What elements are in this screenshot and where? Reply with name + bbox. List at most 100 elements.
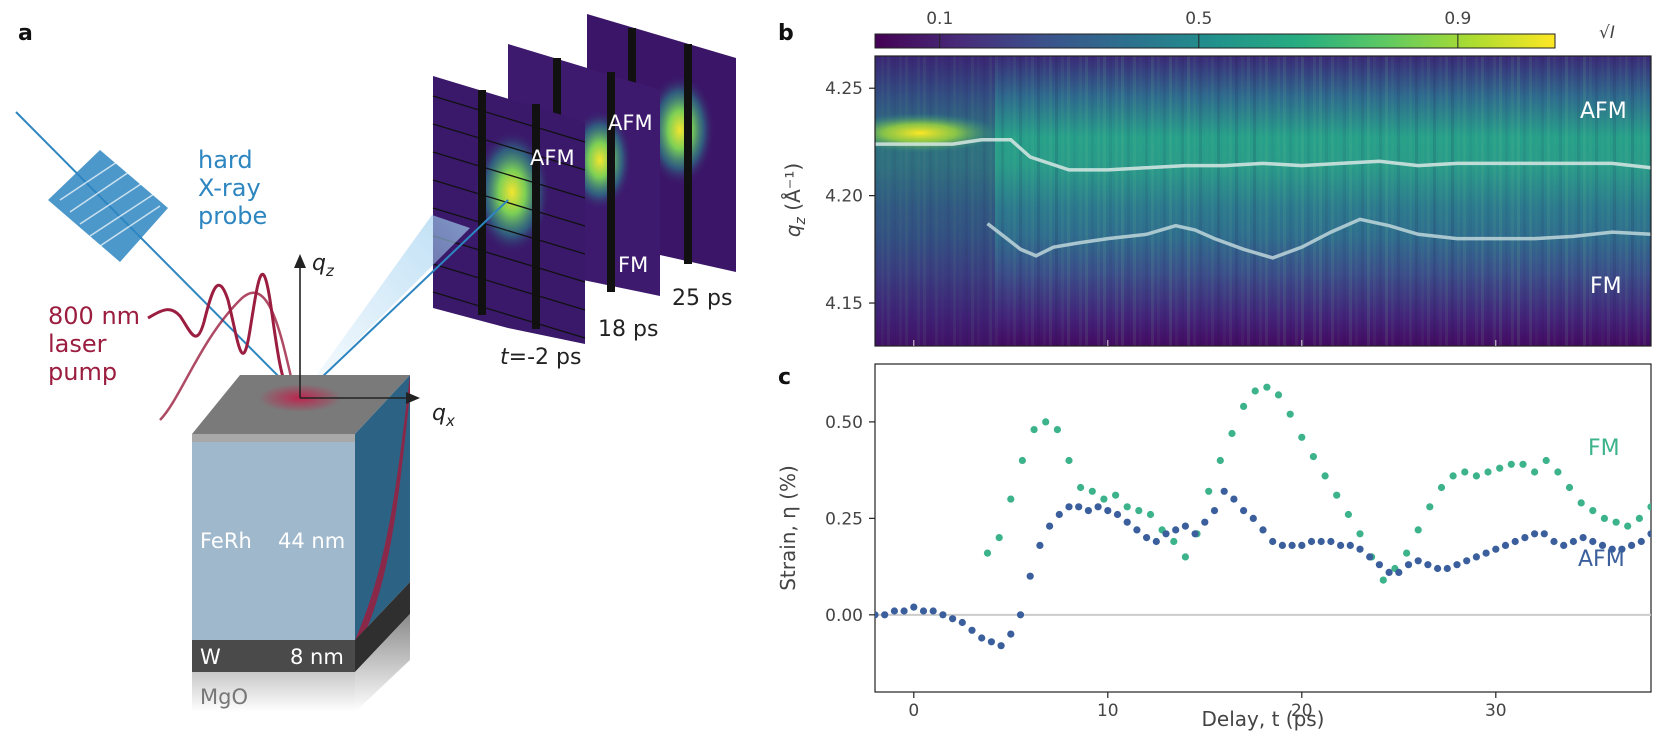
- strain-point-afm: [1472, 553, 1480, 561]
- strain-point-afm: [1569, 537, 1577, 546]
- strain-point-afm: [1104, 507, 1112, 515]
- heatmap-streak: [1397, 56, 1400, 346]
- axis-qz-label: qz: [312, 251, 335, 280]
- strain-point-afm: [1055, 510, 1063, 519]
- strain-point-afm: [1453, 561, 1461, 569]
- heatmap-streak: [1403, 56, 1406, 346]
- ferh-layer-side: [355, 375, 410, 640]
- heatmap-streak: [941, 56, 944, 346]
- heatmap-streak: [1205, 56, 1208, 346]
- strain-point-afm: [1269, 537, 1277, 546]
- strain-point-afm: [1016, 611, 1025, 619]
- heatmap-streak: [1055, 56, 1058, 346]
- heatmap-streak: [1037, 56, 1040, 346]
- heatmap-streak: [1073, 56, 1076, 346]
- strain-point-fm: [1437, 483, 1446, 492]
- strain-point-afm: [1531, 530, 1539, 538]
- heatmap-streak: [1289, 56, 1292, 346]
- strain-point-afm: [1298, 541, 1306, 550]
- strain-point-afm: [1065, 503, 1073, 511]
- strain-point-afm: [1152, 537, 1160, 546]
- heatmap-streak: [1031, 56, 1034, 346]
- strain-point-afm: [958, 618, 966, 627]
- heatmap-streak: [959, 56, 962, 346]
- colorbar-label: √I: [1599, 23, 1615, 43]
- ridge-fm: [986, 217, 1651, 260]
- strain-point-afm: [1579, 534, 1587, 542]
- strain-point-afm: [1521, 534, 1529, 542]
- heatmap-streak: [1265, 56, 1268, 346]
- heatmap-streak: [1559, 56, 1562, 346]
- heatmap-streak: [893, 56, 896, 346]
- heatmap-streak: [1169, 56, 1172, 346]
- laser-label-line1: 800 nm: [48, 302, 140, 330]
- strain-point-fm: [1088, 487, 1096, 495]
- strain-point-fm: [1426, 503, 1434, 511]
- heatmap-annot-afm: AFM: [1580, 99, 1627, 124]
- heatmap-streak: [1499, 56, 1502, 346]
- heatmap-streak: [1595, 56, 1598, 346]
- w-layer-front: [192, 640, 355, 672]
- strain-point-fm: [1170, 537, 1178, 546]
- xray-pulse-fringes: [59, 159, 161, 247]
- strain-point-afm: [1075, 503, 1083, 511]
- heatmap-streak: [1607, 56, 1610, 346]
- colorbar-ticks: 0.1 0.5 0.9: [926, 9, 1471, 48]
- strain-x-tick-label: 20: [1291, 701, 1313, 721]
- strain-point-afm: [1327, 537, 1335, 546]
- time-label-25ps: 25 ps: [672, 286, 732, 311]
- strain-point-fm: [1449, 472, 1457, 480]
- heatmap-y-tick-label: 4.25: [825, 79, 863, 99]
- strain-point-afm: [978, 634, 986, 642]
- strain-point-afm: [1608, 545, 1616, 553]
- ferh-label: FeRh: [200, 529, 252, 553]
- detector-label-afm-minus2ps: AFM: [530, 146, 575, 170]
- strain-point-afm: [1240, 507, 1248, 515]
- strain-point-fm: [1181, 553, 1189, 561]
- heatmap-streak: [935, 56, 938, 346]
- heatmap-streak: [965, 56, 968, 346]
- strain-point-afm: [1366, 553, 1374, 561]
- heatmap-streak: [1181, 56, 1184, 346]
- heatmap-streak: [1139, 56, 1142, 346]
- heatmap-streak: [1493, 56, 1496, 346]
- heatmap-y-ticks: 4.25 4.20 4.15: [825, 79, 1497, 346]
- heatmap-streak: [1391, 56, 1394, 346]
- strain-point-fm: [1589, 507, 1597, 515]
- heatmap-streak: [881, 56, 884, 346]
- strain-point-fm: [1577, 499, 1585, 507]
- strain-point-afm: [1007, 630, 1015, 638]
- heatmap-streak: [989, 56, 992, 346]
- xray-label-line2: X-ray: [198, 174, 261, 202]
- strain-point-afm: [1540, 530, 1548, 538]
- strain-point-fm: [1112, 491, 1120, 499]
- heatmap-streak: [1079, 56, 1082, 346]
- heatmap-streak: [899, 56, 902, 346]
- time-label-t-value: =-2 ps: [509, 345, 582, 370]
- heatmap-streak: [1631, 56, 1634, 346]
- strain-point-fm: [1030, 426, 1038, 434]
- heatmap-streak: [1469, 56, 1472, 346]
- heatmap-streak: [1415, 56, 1418, 346]
- heatmap-streak: [1313, 56, 1316, 346]
- colorbar-tick-label: 0.1: [926, 9, 953, 29]
- ferh-thickness-label: 44 nm: [278, 529, 345, 553]
- heatmap-streak: [1319, 56, 1322, 346]
- heatmap-streak: [1241, 56, 1244, 346]
- heatmap-streak: [1121, 56, 1124, 346]
- strain-point-afm: [1424, 561, 1432, 569]
- strain-point-fm: [1018, 456, 1026, 465]
- heatmap-streak: [1625, 56, 1628, 346]
- colorbar-tick-label: 0.9: [1444, 9, 1471, 29]
- strain-point-afm: [1404, 561, 1413, 569]
- strain-point-afm: [1356, 545, 1364, 553]
- heatmap-streak: [1589, 56, 1592, 346]
- strain-point-afm: [1259, 526, 1267, 534]
- heatmap-streak: [1331, 56, 1334, 346]
- mgo-layer-front: [192, 672, 355, 712]
- strain-point-fm: [1379, 576, 1387, 584]
- heatmap-streak: [1157, 56, 1160, 346]
- heatmap-streak: [1067, 56, 1070, 346]
- panel-a: a: [15, 14, 736, 712]
